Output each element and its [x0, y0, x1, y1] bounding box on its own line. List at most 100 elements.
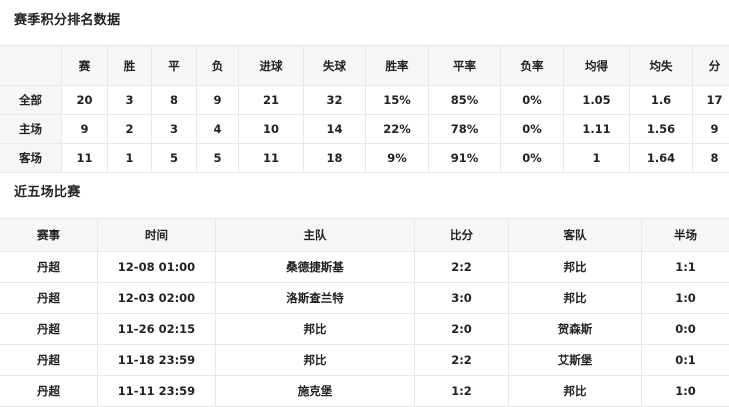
- standings-header-row: 赛 胜 平 负 进球 失球 胜率 平率 负率 均得 均失 分: [0, 46, 729, 86]
- recent-cell-score: 2:0: [415, 314, 509, 345]
- standings-cell: 85%: [429, 86, 501, 115]
- standings-cell: 5: [152, 144, 197, 173]
- recent-col-header-competition: 赛事: [0, 219, 98, 252]
- table-row: 丹超 11-18 23:59 邦比 2:2 艾斯堡 0:1: [0, 345, 729, 376]
- standings-col-header-loss-rate: 负率: [501, 46, 564, 86]
- table-row: 丹超 11-26 02:15 邦比 2:0 贺森斯 0:0: [0, 314, 729, 345]
- standings-cell: 9%: [366, 144, 429, 173]
- standings-cell: 10: [239, 115, 304, 144]
- table-row: 全部 20 3 8 9 21 32 15% 85% 0% 1.05 1.6 17: [0, 86, 729, 115]
- standings-cell: 8: [152, 86, 197, 115]
- recent-header-row: 赛事 时间 主队 比分 客队 半场: [0, 219, 729, 252]
- recent-cell-halftime: 1:0: [642, 376, 729, 407]
- recent-cell-competition: 丹超: [0, 314, 98, 345]
- standings-cell: 20: [62, 86, 108, 115]
- recent-cell-away-team: 邦比: [509, 376, 642, 407]
- standings-cell: 15%: [366, 86, 429, 115]
- recent-matches-table: 赛事 时间 主队 比分 客队 半场 丹超 12-08 01:00 桑德捷斯基 2…: [0, 218, 729, 407]
- recent-cell-score: 1:2: [415, 376, 509, 407]
- standings-cell: 11: [239, 144, 304, 173]
- standings-col-header-won: 胜: [108, 46, 152, 86]
- standings-cell: 18: [304, 144, 366, 173]
- recent-matches-section-title: 近五场比赛: [14, 185, 81, 201]
- recent-cell-home-team: 洛斯查兰特: [216, 283, 415, 314]
- standings-cell: 32: [304, 86, 366, 115]
- recent-cell-competition: 丹超: [0, 345, 98, 376]
- standings-cell: 1.05: [564, 86, 630, 115]
- recent-cell-home-team: 施克堡: [216, 376, 415, 407]
- standings-col-header-draw-rate: 平率: [429, 46, 501, 86]
- standings-cell: 0%: [501, 86, 564, 115]
- table-row: 丹超 11-11 23:59 施克堡 1:2 邦比 1:0: [0, 376, 729, 407]
- standings-col-header-avg-conceded: 均失: [630, 46, 693, 86]
- recent-cell-competition: 丹超: [0, 252, 98, 283]
- recent-cell-competition: 丹超: [0, 376, 98, 407]
- recent-cell-home-team: 桑德捷斯基: [216, 252, 415, 283]
- recent-cell-score: 2:2: [415, 252, 509, 283]
- table-row: 主场 9 2 3 4 10 14 22% 78% 0% 1.11 1.56 9: [0, 115, 729, 144]
- recent-col-header-home-team: 主队: [216, 219, 415, 252]
- standings-cell: 1.6: [630, 86, 693, 115]
- recent-cell-time: 11-11 23:59: [98, 376, 216, 407]
- recent-cell-time: 11-18 23:59: [98, 345, 216, 376]
- standings-cell: 1: [108, 144, 152, 173]
- recent-cell-halftime: 1:1: [642, 252, 729, 283]
- recent-col-header-halftime: 半场: [642, 219, 729, 252]
- standings-col-header-win-rate: 胜率: [366, 46, 429, 86]
- standings-cell: 0%: [501, 115, 564, 144]
- standings-col-header-points: 分: [693, 46, 729, 86]
- standings-col-header-goals-against: 失球: [304, 46, 366, 86]
- recent-cell-halftime: 1:0: [642, 283, 729, 314]
- standings-cell: 11: [62, 144, 108, 173]
- standings-col-header-0: [0, 46, 62, 86]
- recent-col-header-time: 时间: [98, 219, 216, 252]
- standings-cell: 4: [197, 115, 239, 144]
- standings-cell: 3: [152, 115, 197, 144]
- standings-cell: 8: [693, 144, 729, 173]
- recent-cell-home-team: 邦比: [216, 314, 415, 345]
- standings-cell: 22%: [366, 115, 429, 144]
- standings-cell: 91%: [429, 144, 501, 173]
- recent-cell-time: 12-08 01:00: [98, 252, 216, 283]
- recent-cell-away-team: 艾斯堡: [509, 345, 642, 376]
- recent-cell-halftime: 0:0: [642, 314, 729, 345]
- standings-col-header-drawn: 平: [152, 46, 197, 86]
- standings-cell: 1: [564, 144, 630, 173]
- recent-cell-score: 2:2: [415, 345, 509, 376]
- recent-cell-time: 11-26 02:15: [98, 314, 216, 345]
- recent-cell-away-team: 邦比: [509, 252, 642, 283]
- standings-cell: 2: [108, 115, 152, 144]
- standings-cell: 9: [197, 86, 239, 115]
- recent-col-header-score: 比分: [415, 219, 509, 252]
- standings-col-header-goals-for: 进球: [239, 46, 304, 86]
- recent-cell-time: 12-03 02:00: [98, 283, 216, 314]
- recent-cell-home-team: 邦比: [216, 345, 415, 376]
- standings-cell: 3: [108, 86, 152, 115]
- recent-cell-away-team: 贺森斯: [509, 314, 642, 345]
- standings-row-label: 客场: [0, 144, 62, 173]
- standings-row-label: 全部: [0, 86, 62, 115]
- standings-cell: 14: [304, 115, 366, 144]
- standings-col-header-lost: 负: [197, 46, 239, 86]
- recent-cell-score: 3:0: [415, 283, 509, 314]
- standings-section-title: 赛季积分排名数据: [14, 13, 120, 29]
- standings-col-header-avg-scored: 均得: [564, 46, 630, 86]
- standings-col-header-played: 赛: [62, 46, 108, 86]
- standings-cell: 1.11: [564, 115, 630, 144]
- table-row: 丹超 12-03 02:00 洛斯查兰特 3:0 邦比 1:0: [0, 283, 729, 314]
- recent-cell-halftime: 0:1: [642, 345, 729, 376]
- standings-cell: 17: [693, 86, 729, 115]
- standings-cell: 0%: [501, 144, 564, 173]
- table-row: 客场 11 1 5 5 11 18 9% 91% 0% 1 1.64 8: [0, 144, 729, 173]
- standings-row-label: 主场: [0, 115, 62, 144]
- standings-cell: 9: [62, 115, 108, 144]
- recent-cell-away-team: 邦比: [509, 283, 642, 314]
- recent-cell-competition: 丹超: [0, 283, 98, 314]
- table-row: 丹超 12-08 01:00 桑德捷斯基 2:2 邦比 1:1: [0, 252, 729, 283]
- standings-cell: 1.56: [630, 115, 693, 144]
- standings-cell: 21: [239, 86, 304, 115]
- standings-cell: 5: [197, 144, 239, 173]
- standings-cell: 9: [693, 115, 729, 144]
- standings-cell: 78%: [429, 115, 501, 144]
